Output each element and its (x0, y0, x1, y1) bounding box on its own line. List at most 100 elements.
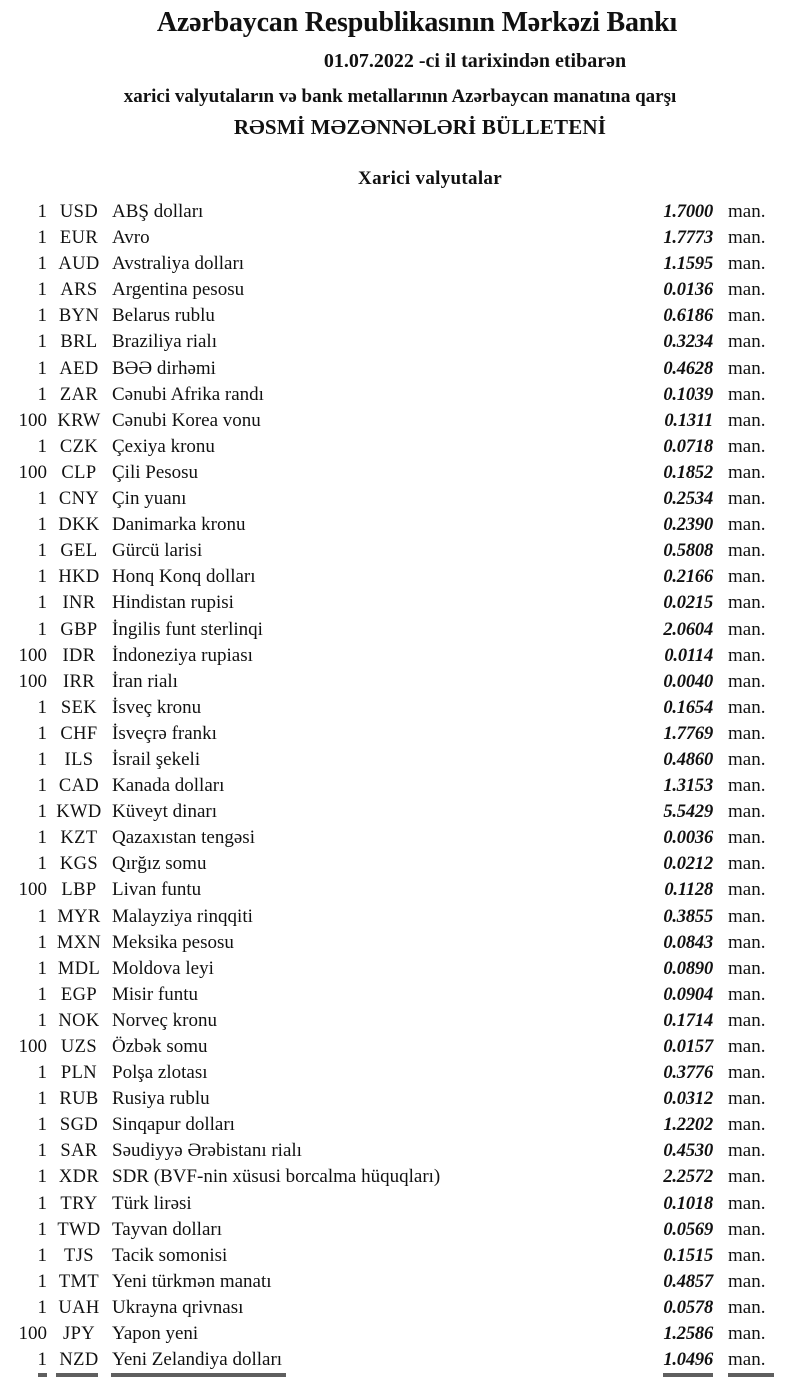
rate-row: 1 CZK Çexiya kronu 0.0718 man. (0, 434, 800, 460)
quantity: 1 (37, 1140, 48, 1162)
quantity: 1 (37, 775, 48, 797)
unit-label: man. (728, 931, 766, 953)
currency-code: MDL (57, 958, 101, 979)
quantity: 1 (37, 1088, 48, 1110)
unit-label: man. (728, 618, 766, 640)
rate-value: 0.0904 (663, 984, 713, 1005)
rate-row: 1 ARS Argentina pesosu 0.0136 man. (0, 277, 800, 303)
rate-row: 1 CNY Çin yuanı 0.2534 man. (0, 486, 800, 512)
unit-label: man. (728, 540, 766, 562)
rate-row: 1 AED BƏƏ dirhəmi 0.4628 man. (0, 356, 800, 382)
currency-name: Tayvan dolları (112, 1218, 222, 1240)
rate-value: 0.2390 (663, 515, 713, 536)
unit-label: man. (728, 827, 766, 849)
rate-value: 1.7769 (663, 723, 713, 744)
quantity: 1 (37, 1192, 48, 1214)
rate-value: 0.0718 (663, 436, 713, 457)
currency-name: Türk lirəsi (112, 1192, 192, 1214)
currency-name: Yeni türkmən manatı (112, 1270, 272, 1292)
currency-code: GEL (60, 541, 98, 562)
currency-name: Norveç kronu (112, 1009, 217, 1031)
rate-row: 1 USD ABŞ dolları 1.7000 man. (0, 199, 800, 225)
quantity: 1 (37, 1244, 48, 1266)
rate-value: 0.1039 (663, 384, 713, 405)
currency-name: ABŞ dolları (112, 201, 204, 222)
currency-name: Avro (112, 227, 150, 249)
currency-code: INR (62, 593, 96, 614)
quantity: 1 (37, 1062, 48, 1084)
rate-row: 1 PLN Polşa zlotası 0.3776 man. (0, 1060, 800, 1086)
currency-name: Cənubi Afrika randı (112, 383, 264, 405)
effective-date-line: 01.07.2022 -ci il tarixindən etibarən (323, 50, 627, 72)
rate-row: 1 BRL Braziliya rialı 0.3234 man. (0, 329, 800, 355)
currency-name: Gürcü larisi (112, 540, 203, 562)
currency-name: Özbək somu (112, 1036, 208, 1057)
currency-code: BRL (60, 332, 98, 353)
rate-value: 0.2534 (663, 489, 713, 510)
quantity: 100 (18, 461, 48, 483)
rate-value: 1.7773 (663, 228, 713, 249)
quantity: 1 (37, 722, 48, 744)
rate-value: 0.5808 (663, 541, 713, 562)
unit-label: man. (728, 227, 766, 249)
currency-name: SDR (BVF-nin xüsusi borcalma hüquqları) (112, 1166, 441, 1188)
rate-row: 100 UZS Özbək somu 0.0157 man. (0, 1034, 800, 1060)
currency-name: Hindistan rupisi (112, 592, 234, 614)
currency-code: CNY (58, 489, 100, 510)
rate-value: 0.0843 (663, 932, 713, 953)
quantity: 1 (37, 827, 48, 849)
quantity: 1 (37, 305, 48, 327)
quantity: 100 (18, 1036, 48, 1057)
currency-name: Avstraliya dolları (112, 253, 245, 275)
unit-label: man. (728, 514, 766, 536)
rate-row: 1 ILS İsrail şekeli 0.4860 man. (0, 747, 800, 773)
unit-label: man. (728, 305, 766, 327)
quantity: 1 (37, 514, 48, 536)
currency-code: ILS (64, 749, 94, 770)
currency-name: İndoneziya rupiası (112, 644, 253, 666)
quantity: 1 (37, 253, 48, 275)
currency-code: HKD (58, 567, 100, 588)
bulletin-title: RƏSMİ MƏZƏNNƏLƏRİ BÜLLETENİ (233, 115, 607, 139)
currency-name: İngilis funt sterlinqi (112, 618, 263, 640)
currency-name: Yeni Zelandiya dolları (112, 1349, 283, 1371)
currency-code: NOK (58, 1010, 100, 1031)
currency-code: PLN (60, 1063, 98, 1084)
currency-code: ZAR (59, 384, 99, 405)
currency-code: TWD (57, 1219, 101, 1240)
currency-name: Rusiya rublu (112, 1088, 210, 1110)
unit-label: man. (728, 905, 766, 927)
bank-name: Azərbaycan Respublikasının Mərkəzi Bankı (156, 7, 678, 38)
quantity: 1 (37, 488, 48, 510)
rate-row: 1 RUB Rusiya rublu 0.0312 man. (0, 1086, 800, 1112)
rate-value: 5.5429 (663, 802, 713, 823)
currency-name: Cənubi Korea vonu (112, 409, 261, 431)
unit-label: man. (728, 775, 766, 797)
rate-row: 1 BYN Belarus rublu 0.6186 man. (0, 303, 800, 329)
rate-value: 0.4530 (663, 1141, 713, 1162)
rate-value: 0.0136 (663, 280, 713, 301)
currency-name: Ukrayna qrivnası (112, 1296, 244, 1318)
rate-value: 1.7000 (663, 202, 713, 222)
quantity: 1 (37, 540, 48, 562)
currency-name: Səudiyyə Ərəbistanı rialı (112, 1140, 302, 1162)
currency-code: IDR (62, 645, 96, 666)
rate-value: 0.2166 (663, 567, 713, 588)
unit-label: man. (728, 644, 766, 666)
rate-value: 0.6186 (663, 306, 713, 327)
quantity: 1 (37, 201, 48, 222)
rate-value: 0.1654 (663, 697, 713, 718)
rate-row: 1 MXN Meksika pesosu 0.0843 man. (0, 930, 800, 956)
section-title-foreign-currencies: Xarici valyutalar (358, 168, 502, 189)
rate-value: 0.0157 (663, 1037, 713, 1057)
unit-label: man. (728, 1323, 766, 1345)
rate-row: 1 SGD Sinqapur dolları 1.2202 man. (0, 1112, 800, 1138)
unit-label: man. (728, 1244, 766, 1266)
currency-code: CAD (58, 776, 100, 797)
currency-name: Livan funtu (112, 879, 202, 901)
clipped-unit-mark (728, 1373, 774, 1377)
quantity: 1 (37, 1349, 48, 1371)
currency-code: KWD (56, 802, 102, 823)
currency-code: CLP (61, 462, 97, 483)
rate-value: 0.0040 (663, 671, 713, 692)
